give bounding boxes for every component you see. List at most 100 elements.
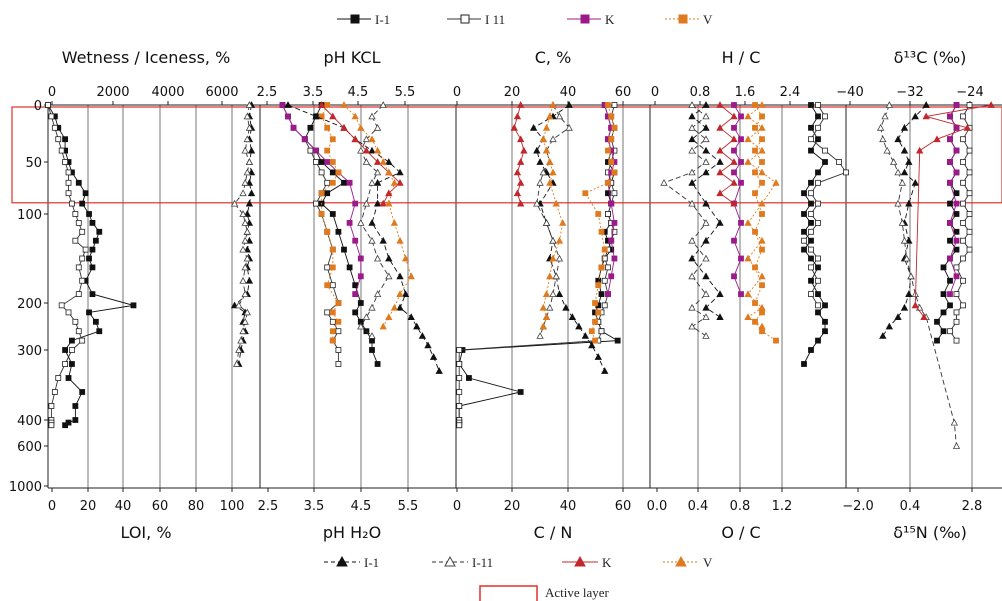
panel-3-series-I-1-bottom xyxy=(529,101,609,374)
data-point xyxy=(324,309,331,316)
data-point xyxy=(373,254,382,262)
data-point xyxy=(55,375,62,381)
panel-4-top-tick: 2.4 xyxy=(780,85,801,100)
data-point xyxy=(738,179,744,186)
data-point xyxy=(324,147,331,154)
data-point xyxy=(324,282,331,289)
y-tick-label: 100 xyxy=(17,208,42,223)
data-point xyxy=(744,219,752,226)
legend-marker xyxy=(580,14,590,24)
data-point xyxy=(357,255,364,262)
panel-5-top-tick: −40 xyxy=(836,85,863,100)
data-point xyxy=(815,337,821,344)
data-point xyxy=(758,199,766,207)
data-point xyxy=(407,313,415,321)
data-point xyxy=(822,318,828,325)
active-layer-box xyxy=(11,106,1002,204)
data-point xyxy=(601,255,608,262)
data-point xyxy=(702,236,710,244)
data-point xyxy=(900,123,909,131)
data-point xyxy=(324,264,331,271)
data-point xyxy=(533,199,541,207)
panel-4-bottom-tick: 0.0 xyxy=(647,499,668,514)
data-point xyxy=(758,322,766,330)
panel-5-top-label: δ¹³C (‰) xyxy=(894,48,967,67)
data-point xyxy=(702,254,710,262)
data-point xyxy=(966,169,973,176)
data-point xyxy=(592,337,598,344)
data-point xyxy=(772,178,780,186)
data-point xyxy=(390,219,399,226)
data-point xyxy=(346,264,353,271)
data-point xyxy=(549,254,557,262)
data-point xyxy=(456,403,463,409)
data-point xyxy=(317,101,326,108)
data-point xyxy=(48,422,55,429)
data-point xyxy=(883,146,891,154)
data-point xyxy=(72,237,79,244)
data-point xyxy=(966,102,973,108)
data-point xyxy=(960,113,966,120)
data-point xyxy=(307,147,314,154)
panel-5-series-I-11-top xyxy=(947,102,973,344)
panel-4-bottom-label: O / C xyxy=(721,523,760,542)
data-point xyxy=(759,282,765,289)
data-point xyxy=(520,146,528,154)
data-point xyxy=(876,123,885,131)
legend-bottom-4: V xyxy=(663,555,713,570)
data-point xyxy=(396,303,404,311)
data-point xyxy=(953,291,960,298)
data-point xyxy=(385,158,393,165)
data-point xyxy=(815,124,821,131)
data-point xyxy=(611,190,618,197)
data-point xyxy=(605,264,611,271)
data-point xyxy=(905,199,913,207)
data-point xyxy=(230,301,239,309)
data-point xyxy=(953,309,960,316)
panel-2-top-tick: 4.5 xyxy=(348,85,369,100)
data-point xyxy=(542,146,551,154)
data-point xyxy=(313,147,319,154)
data-point xyxy=(752,147,758,154)
data-point xyxy=(368,303,376,311)
data-point xyxy=(744,135,752,143)
data-point xyxy=(688,123,696,131)
data-point xyxy=(759,179,765,186)
data-point xyxy=(290,124,297,131)
data-point xyxy=(815,277,821,284)
legend-marker xyxy=(460,14,470,24)
series-line xyxy=(542,104,564,327)
y-tick-label: 400 xyxy=(17,414,42,429)
data-point xyxy=(758,168,766,176)
data-point xyxy=(352,237,359,244)
data-point xyxy=(960,200,966,207)
panel-4-bottom-tick: 0.4 xyxy=(688,499,709,514)
data-point xyxy=(418,332,427,339)
data-point xyxy=(588,328,595,335)
data-point xyxy=(608,113,615,120)
data-point xyxy=(801,228,807,235)
data-point xyxy=(815,309,821,316)
data-point xyxy=(329,318,336,325)
data-point xyxy=(390,303,399,311)
data-point xyxy=(716,219,724,226)
data-point xyxy=(582,190,589,197)
data-point xyxy=(549,236,557,244)
legend-label: V xyxy=(703,12,713,27)
data-point xyxy=(62,159,68,165)
data-point xyxy=(702,168,710,176)
data-point xyxy=(513,112,522,120)
data-point xyxy=(953,169,960,176)
panel-1-series-I-1-top xyxy=(45,102,137,429)
data-point xyxy=(368,146,376,154)
data-point xyxy=(947,237,953,244)
legend-bottom-3: K xyxy=(562,555,612,570)
data-point xyxy=(716,168,724,176)
data-point xyxy=(368,332,376,339)
data-point xyxy=(546,178,554,186)
data-point xyxy=(731,273,737,280)
data-point xyxy=(536,178,544,186)
data-point xyxy=(605,179,611,186)
data-point xyxy=(702,101,710,108)
data-point xyxy=(947,277,953,284)
